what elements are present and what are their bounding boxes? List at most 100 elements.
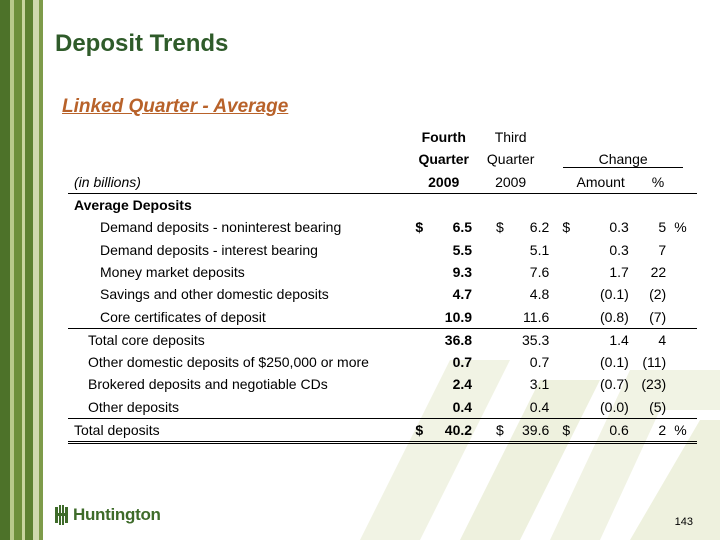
huntington-logo-icon	[55, 505, 68, 525]
currency-sign	[415, 327, 435, 351]
huntington-logo: Huntington	[55, 505, 161, 525]
table-row: Total deposits $40.2 $39.6 $0.6 2%	[68, 418, 697, 445]
third-quarter-value: 0.4	[507, 395, 550, 419]
col-third-quarter: Third	[494, 129, 527, 146]
change-amount: 0.3	[609, 219, 629, 236]
percent-sign	[666, 261, 697, 283]
col-percent: %	[628, 170, 667, 194]
change-amount: (0.0)	[570, 395, 629, 419]
row-label: Other domestic deposits of $250,000 or m…	[88, 354, 369, 371]
third-quarter-value: 0.7	[529, 354, 550, 371]
change-amount: 0.3	[609, 241, 629, 258]
currency-sign	[415, 395, 435, 419]
currency-sign	[415, 305, 434, 328]
row-label: Brokered deposits and negotiable CDs	[88, 376, 328, 393]
side-bar	[39, 0, 43, 540]
page-title: Deposit Trends	[55, 30, 229, 57]
row-label: Total deposits	[68, 418, 416, 445]
table-row: Other domestic deposits of $250,000 or m…	[68, 351, 697, 373]
currency-sign	[472, 305, 508, 328]
row-label: Demand deposits - interest bearing	[100, 241, 318, 258]
logo-text: Huntington	[73, 505, 161, 524]
currency-sign	[472, 238, 508, 260]
fourth-quarter-value: 9.3	[452, 263, 473, 280]
change-percent: 4	[628, 327, 667, 351]
currency-sign	[549, 351, 570, 373]
currency-sign	[549, 238, 570, 260]
header-row: (in billions) 2009 2009 Amount %	[68, 170, 697, 194]
deposit-table: Fourth Third Quarter Quarter Change (in …	[68, 126, 697, 445]
col-fourth-quarter-label: Quarter	[418, 151, 470, 168]
currency-sign	[415, 261, 434, 283]
currency-sign: $	[472, 418, 508, 445]
section-label: Average Deposits	[74, 197, 192, 214]
header-row: Quarter Quarter Change	[68, 148, 697, 170]
change-percent: 2	[628, 418, 667, 445]
col-fourth-year: 2009	[415, 170, 473, 194]
table-row: Other deposits 0.4 0.4 (0.0) (5)	[68, 395, 697, 419]
table-row: Brokered deposits and negotiable CDs 2.4 3…	[68, 373, 697, 395]
change-amount: (0.1)	[600, 354, 629, 371]
change-amount: (0.8)	[600, 308, 629, 325]
currency-sign	[472, 373, 508, 395]
col-third-quarter-label: Quarter	[486, 151, 535, 168]
percent-sign	[666, 283, 697, 305]
currency-sign	[549, 373, 570, 395]
header-row: Fourth Third	[68, 126, 697, 148]
table-row: Demand deposits - noninterest bearing $6.…	[68, 216, 697, 238]
change-percent: (5)	[628, 395, 667, 419]
row-label: Core certificates of deposit	[100, 308, 266, 325]
change-percent: (23)	[641, 376, 667, 393]
change-percent: (11)	[642, 354, 667, 371]
col-change: Change	[563, 151, 684, 168]
fourth-quarter-value: 5.5	[452, 241, 473, 258]
percent-sign: %	[674, 219, 687, 236]
percent-sign	[666, 395, 697, 419]
side-bar	[22, 0, 25, 540]
side-bar	[25, 0, 33, 540]
table-row: Savings and other domestic deposits 4.7 4.…	[68, 283, 697, 305]
section-row: Average Deposits	[68, 193, 697, 216]
side-bar	[10, 0, 14, 540]
change-percent: 5	[658, 219, 667, 236]
fourth-quarter-value: 0.7	[452, 354, 473, 371]
percent-sign	[666, 351, 697, 373]
fourth-quarter-value: 40.2	[434, 418, 473, 445]
currency-sign	[549, 395, 571, 419]
currency-sign	[472, 395, 508, 419]
fourth-quarter-value: 0.4	[434, 395, 473, 419]
currency-sign	[472, 351, 508, 373]
currency-sign	[415, 373, 434, 395]
row-label: Money market deposits	[100, 263, 245, 280]
third-quarter-value: 11.6	[523, 308, 550, 325]
change-percent: (7)	[649, 308, 667, 325]
percent-sign	[666, 373, 697, 395]
currency-sign: $	[495, 219, 504, 236]
table-row: Total core deposits 36.8 35.3 1.4 4	[68, 327, 697, 351]
change-percent: (2)	[649, 286, 667, 303]
col-third-year: 2009	[472, 170, 550, 194]
currency-sign	[415, 351, 434, 373]
side-bar	[0, 0, 10, 540]
fourth-quarter-value: 6.5	[452, 219, 473, 236]
row-label: Savings and other domestic deposits	[100, 286, 329, 303]
third-quarter-value: 3.1	[529, 376, 550, 393]
currency-sign: $	[415, 219, 424, 236]
percent-sign	[666, 238, 697, 260]
change-percent: 22	[650, 263, 667, 280]
change-percent: 7	[658, 241, 667, 258]
units-label: (in billions)	[68, 170, 416, 194]
fourth-quarter-value: 2.4	[452, 376, 473, 393]
currency-sign	[549, 283, 570, 305]
change-amount: (0.7)	[600, 376, 629, 393]
currency-sign: $	[562, 219, 571, 236]
fourth-quarter-value: 4.7	[452, 286, 473, 303]
currency-sign	[472, 261, 508, 283]
table-row: Money market deposits 9.3 7.6 1.7 22	[68, 261, 697, 283]
currency-sign: $	[549, 418, 571, 445]
page-subtitle: Linked Quarter - Average	[62, 96, 289, 117]
percent-sign	[666, 305, 697, 328]
change-amount: 1.4	[570, 327, 629, 351]
currency-sign: $	[415, 418, 435, 445]
percent-sign	[666, 327, 697, 351]
